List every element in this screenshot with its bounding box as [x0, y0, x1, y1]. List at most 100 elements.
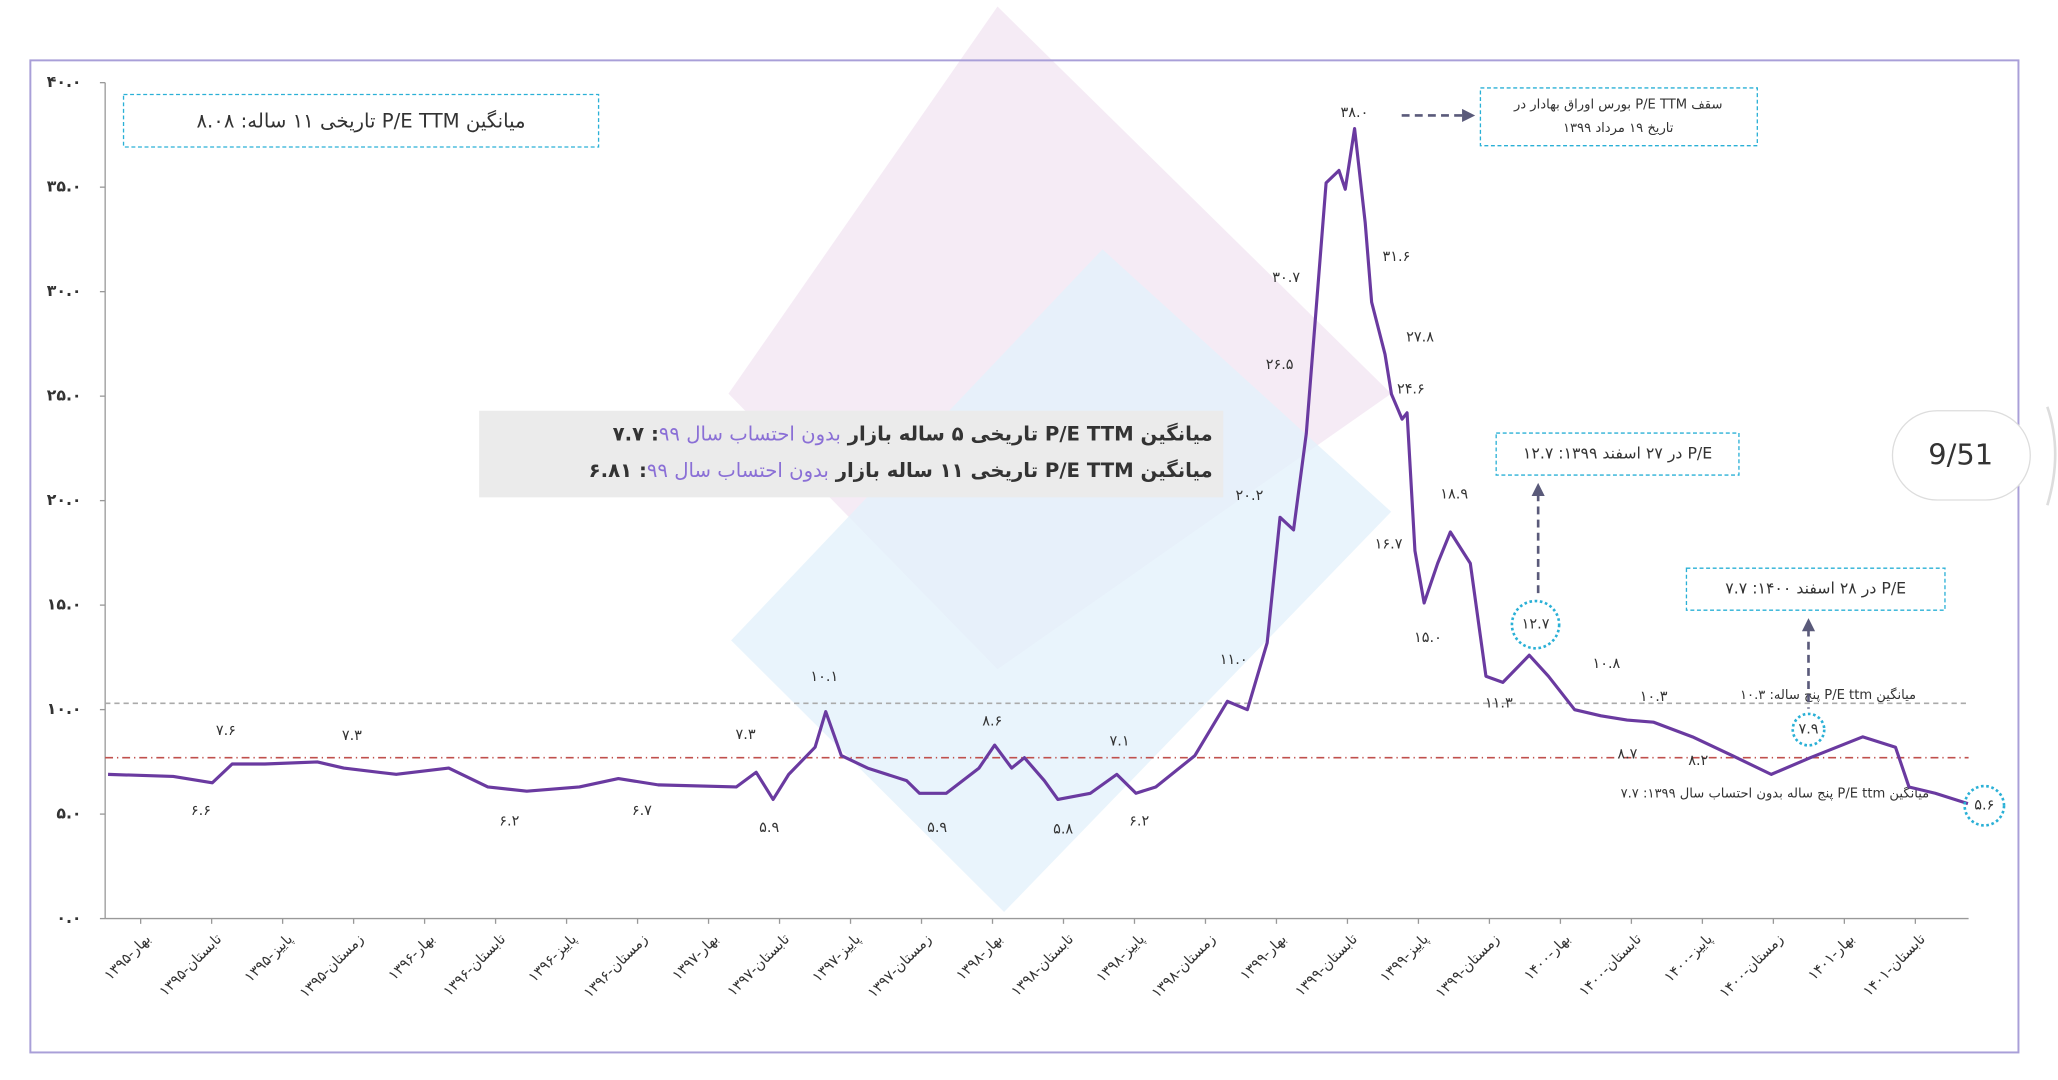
x-tick-label: پاییز-۱۳۹۵	[242, 931, 296, 985]
x-tick-label: بهار-۱۳۹۹	[1237, 931, 1289, 983]
annotation: ۱۰.۱	[810, 669, 838, 685]
x-tick-label: پاییز-۱۳۹۹	[1378, 931, 1432, 985]
annotation: ۳۱.۶	[1383, 249, 1411, 265]
y-tick-label: ۳۵.۰	[47, 177, 82, 196]
x-tick-label: زمستان-۱۴۰۰	[1717, 931, 1787, 1001]
callout: P/E در ۲۸ اسفند ۱۴۰۰: ۷.۷	[1725, 579, 1906, 599]
annotation: ۷.۱	[1110, 733, 1130, 749]
market-note-highlight: بدون احتساب سال ۹۹	[647, 459, 829, 482]
x-tick-label: زمستان-۱۳۹۸	[1149, 931, 1219, 1001]
y-tick-label: ۲۰.۰	[47, 490, 82, 509]
x-tick-label: پاییز-۱۳۹۸	[1094, 931, 1148, 985]
annotation: ۸.۶	[982, 714, 1002, 730]
peak-note: تاریخ ۱۹ مرداد ۱۳۹۹	[1563, 121, 1674, 136]
y-tick-label: ۰.۰	[56, 908, 81, 927]
annotation: ۱۶.۷	[1375, 537, 1403, 553]
note-box	[479, 410, 1224, 498]
market-note-text: میانگین P/E TTM تاریخی ۵ ساله بازار	[841, 422, 1213, 445]
annotation: ۱۰.۳	[1640, 689, 1668, 705]
annotation: ۵.۸	[1053, 821, 1073, 837]
annotation: ۲۶.۵	[1266, 357, 1294, 373]
x-tick-label: تابستان-۱۳۹۸	[1009, 931, 1077, 999]
x-tick-label: تابستان-۱۳۹۶	[441, 931, 509, 999]
market-note-highlight: بدون احتساب سال ۹۹	[659, 422, 841, 445]
page-indicator-pill	[1891, 410, 2031, 501]
annotation: ۱۲.۷	[1522, 617, 1550, 633]
x-tick-label: بهار-۱۳۹۷	[670, 931, 722, 983]
market-note: میانگین P/E TTM تاریخی ۱۱ ساله بازار بدو…	[589, 459, 1213, 482]
annotation: ۱۸.۹	[1440, 487, 1468, 503]
x-tick-label: زمستان-۱۳۹۶	[581, 931, 651, 1001]
x-tick-label: تابستان-۱۴۰۱	[1860, 931, 1928, 999]
annotation: ۶.۷	[632, 803, 652, 819]
reference-label: میانگین P/E ttm پنج ساله: ۱۰.۳	[1740, 687, 1916, 703]
annotation-circle	[1510, 599, 1561, 650]
y-tick-label: ۱۰.۰	[47, 699, 82, 718]
annotation-circle	[1963, 784, 2006, 827]
annotation: ۷.۳	[342, 728, 362, 744]
annotation: ۱۰.۸	[1592, 656, 1620, 672]
annotation: ۱۱.۰	[1220, 652, 1248, 668]
reference-label: میانگین P/E ttm پنج ساله بدون احتساب سال…	[1621, 785, 1930, 801]
x-tick-label: بهار-۱۴۰۱	[1805, 931, 1857, 983]
annotation: ۷.۶	[216, 723, 236, 739]
y-tick-label: ۱۵.۰	[47, 595, 82, 614]
page-indicator: 9/51	[1928, 438, 1993, 472]
arrow-head	[1462, 108, 1476, 123]
x-tick-label: بهار-۱۳۹۵	[102, 931, 154, 983]
annotation: ۸.۷	[1617, 747, 1637, 763]
y-tick-label: ۵.۰	[56, 804, 81, 823]
note-box	[122, 93, 600, 148]
annotation: ۸.۲	[1688, 753, 1708, 769]
x-tick-label: پاییز-۱۳۹۶	[526, 931, 580, 985]
annotation: ۱۵.۰	[1414, 630, 1442, 646]
annotation: ۷.۹	[1798, 722, 1818, 738]
annotation: ۳۰.۷	[1272, 270, 1300, 286]
annotation: ۶.۲	[499, 813, 519, 829]
market-note-text: میانگین P/E TTM تاریخی ۱۱ ساله بازار	[829, 459, 1213, 482]
annotation: ۷.۳	[736, 727, 756, 743]
annotation: ۲۷.۸	[1406, 329, 1434, 345]
x-tick-label: بهار-۱۳۹۸	[954, 931, 1006, 983]
annotation: ۵.۹	[759, 820, 779, 836]
x-tick-label: زمستان-۱۳۹۵	[297, 931, 367, 1001]
callout: P/E در ۲۷ اسفند ۱۳۹۹: ۱۲.۷	[1523, 444, 1712, 464]
annotation: ۳۸.۰	[1341, 105, 1369, 121]
x-tick-label: تابستان-۱۳۹۷	[725, 931, 793, 999]
x-tick-label: پاییز-۱۴۰۰	[1662, 931, 1716, 985]
market-note-value: : ۶.۸۱	[589, 459, 647, 482]
x-tick-label: بهار-۱۴۰۰	[1521, 931, 1573, 983]
market-note: میانگین P/E TTM تاریخی ۵ ساله بازار بدون…	[613, 422, 1213, 445]
decor-shape	[731, 249, 1392, 913]
x-tick-label: بهار-۱۳۹۶	[386, 931, 438, 983]
annotation: ۲۴.۶	[1397, 382, 1425, 398]
y-tick-label: ۳۰.۰	[47, 281, 82, 300]
note-box	[1495, 432, 1740, 476]
x-tick-label: تابستان-۱۳۹۵	[157, 931, 225, 999]
arrow-head	[1531, 482, 1545, 497]
x-tick-label: تابستان-۱۳۹۹	[1292, 931, 1360, 999]
nav-edge	[2046, 406, 2057, 506]
annotation: ۶.۶	[191, 803, 211, 819]
annotation: ۶.۲	[1129, 813, 1149, 829]
annotation: ۱۱.۳	[1485, 695, 1513, 711]
note-box	[1479, 87, 1758, 147]
annotation: ۵.۶	[1974, 798, 1994, 814]
annotation: ۵.۹	[927, 820, 947, 836]
x-tick-label: تابستان-۱۴۰۰	[1576, 931, 1644, 999]
y-tick-label: ۲۵.۰	[47, 386, 82, 405]
annotation-circle	[1791, 712, 1826, 747]
y-tick-label: ۴۰.۰	[47, 72, 82, 91]
annotation: ۲۰.۲	[1236, 488, 1264, 504]
note-box	[1685, 567, 1946, 611]
x-tick-label: پاییز-۱۳۹۷	[810, 931, 864, 985]
pe-line	[107, 127, 1969, 806]
x-tick-label: زمستان-۱۳۹۷	[865, 931, 935, 1001]
arrow-head	[1801, 618, 1816, 632]
frame	[29, 59, 2020, 1054]
peak-note: سقف P/E TTM بورس اوراق بهادار در	[1513, 97, 1722, 112]
x-tick-label: زمستان-۱۳۹۹	[1433, 931, 1503, 1001]
average-note: میانگین P/E TTM تاریخی ۱۱ ساله: ۸.۰۸	[196, 110, 525, 133]
